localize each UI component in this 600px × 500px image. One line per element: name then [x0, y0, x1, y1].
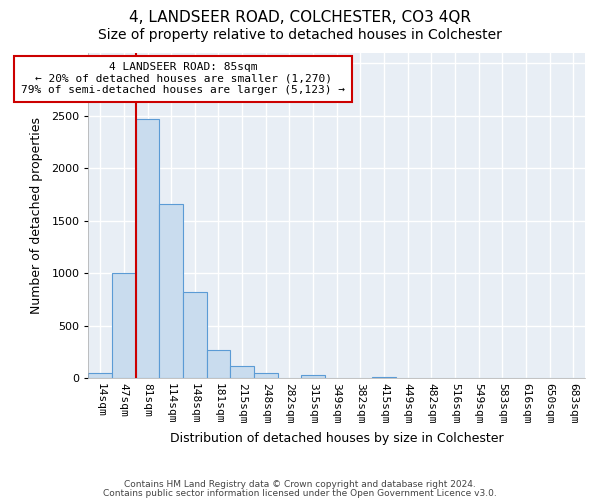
Bar [230, 366, 254, 378]
Text: 4, LANDSEER ROAD, COLCHESTER, CO3 4QR: 4, LANDSEER ROAD, COLCHESTER, CO3 4QR [129, 10, 471, 25]
X-axis label: Distribution of detached houses by size in Colchester: Distribution of detached houses by size … [170, 432, 503, 445]
Bar [136, 118, 160, 378]
Bar [160, 204, 183, 378]
Text: 4 LANDSEER ROAD: 85sqm
← 20% of detached houses are smaller (1,270)
79% of semi-: 4 LANDSEER ROAD: 85sqm ← 20% of detached… [21, 62, 345, 96]
Bar [254, 373, 278, 378]
Text: Contains public sector information licensed under the Open Government Licence v3: Contains public sector information licen… [103, 488, 497, 498]
Bar [112, 273, 136, 378]
Bar [301, 374, 325, 378]
Bar [206, 350, 230, 378]
Text: Contains HM Land Registry data © Crown copyright and database right 2024.: Contains HM Land Registry data © Crown c… [124, 480, 476, 489]
Bar [183, 292, 206, 378]
Bar [88, 372, 112, 378]
Y-axis label: Number of detached properties: Number of detached properties [30, 117, 43, 314]
Text: Size of property relative to detached houses in Colchester: Size of property relative to detached ho… [98, 28, 502, 42]
Bar [372, 376, 396, 378]
